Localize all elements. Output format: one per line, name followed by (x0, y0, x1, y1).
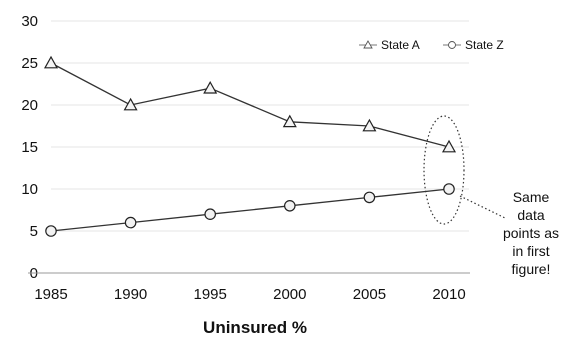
annotation-text-line: figure! (512, 261, 551, 277)
grid-lines (51, 20, 469, 232)
data-point-circle (124, 216, 137, 229)
annotation-text-line: Same (513, 189, 550, 205)
y-tick-label: 5 (30, 223, 38, 240)
data-point-triangle (441, 139, 457, 153)
x-tick-label: 2000 (273, 286, 306, 303)
series-1 (45, 183, 455, 237)
legend-label: State Z (465, 38, 504, 52)
callout-leader-line (459, 195, 506, 219)
x-tick-label: 1990 (114, 286, 147, 303)
data-point-circle (204, 208, 216, 220)
data-point-circle (443, 183, 455, 195)
highlight-ellipse (423, 115, 465, 225)
y-tick-label: 20 (21, 97, 38, 114)
data-point-circle (283, 200, 296, 212)
data-point-triangle (282, 114, 297, 128)
x-tick-label: 1995 (194, 286, 227, 303)
series-layer (43, 55, 457, 237)
data-point-triangle (43, 55, 59, 69)
data-point-triangle (362, 118, 377, 132)
x-tick-label: 1985 (34, 286, 67, 303)
data-point-triangle (123, 97, 138, 111)
annotation-callout: Same data points as in first figure! (423, 115, 559, 277)
data-point-triangle (203, 80, 218, 94)
legend: State A State Z (359, 38, 504, 52)
data-point-circle (363, 191, 376, 204)
y-tick-label: 15 (21, 139, 38, 156)
legend-marker-circle (448, 41, 456, 49)
annotation-text-line: in first (512, 243, 549, 259)
data-point-circle (45, 225, 57, 237)
y-tick-label: 10 (21, 181, 38, 198)
y-tick-label: 25 (21, 55, 38, 72)
series-0 (43, 55, 457, 153)
series-line (50, 62, 450, 148)
legend-label: State A (381, 38, 420, 52)
annotation-text-line: data (517, 207, 544, 223)
annotation-text-line: points as (503, 225, 559, 241)
x-tick-label: 2010 (432, 286, 465, 303)
legend-marker-triangle (363, 40, 373, 49)
x-axis-label: Uninsured % (203, 318, 307, 337)
x-tick-label: 2005 (353, 286, 386, 303)
y-tick-label: 30 (21, 13, 38, 30)
series-line (50, 188, 450, 232)
x-axis-ticks: 1985 1990 1995 2000 2005 2010 (34, 286, 465, 303)
